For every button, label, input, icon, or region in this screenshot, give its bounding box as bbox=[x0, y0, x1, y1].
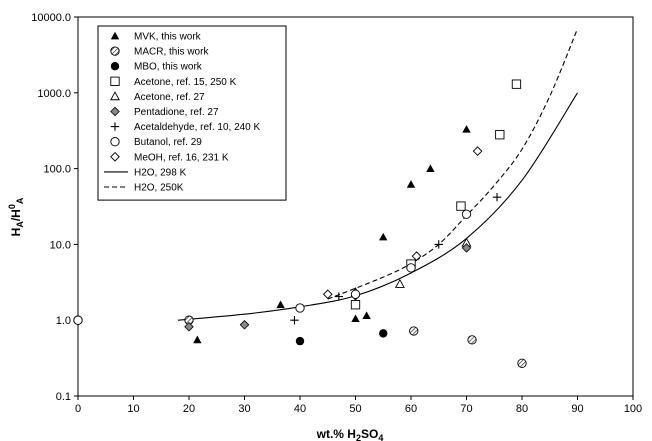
legend-entry: Butanol, ref. 29 bbox=[134, 137, 202, 148]
data-point bbox=[461, 209, 472, 219]
data-point bbox=[511, 79, 522, 89]
y-tick-label: 1000.0 bbox=[37, 88, 71, 100]
legend-entry: MBO, this work bbox=[134, 62, 203, 73]
data-point bbox=[322, 289, 333, 300]
legend-marker bbox=[110, 46, 120, 56]
data-point bbox=[184, 321, 194, 332]
x-tick-label: 0 bbox=[75, 403, 81, 415]
data-point bbox=[350, 289, 361, 299]
y-axis-title: HA/H0A bbox=[7, 197, 25, 236]
legend-box bbox=[97, 25, 287, 201]
data-point bbox=[379, 329, 388, 338]
data-point bbox=[462, 125, 471, 133]
h2o-298k-curve bbox=[177, 92, 578, 321]
x-tick-label: 50 bbox=[349, 403, 361, 415]
x-axis: 0 10 20 30 40 50 60 70 80 90 100 bbox=[75, 396, 642, 415]
legend-marker bbox=[110, 31, 120, 40]
legend-entry: Acetone, ref. 27 bbox=[134, 92, 205, 103]
data-point bbox=[406, 263, 416, 273]
data-point bbox=[406, 180, 416, 188]
data-point bbox=[290, 316, 299, 325]
legend-entry: Acetone, ref. 15, 250 K bbox=[134, 77, 237, 88]
data-point bbox=[379, 232, 388, 241]
x-tick-label: 100 bbox=[624, 403, 642, 415]
data-point bbox=[461, 243, 472, 253]
data-point bbox=[350, 300, 361, 310]
data-point bbox=[426, 164, 435, 172]
x-tick-label: 40 bbox=[294, 403, 306, 415]
data-point bbox=[467, 335, 477, 345]
x-tick-label: 90 bbox=[571, 403, 583, 415]
h2o-250k-curve bbox=[327, 28, 579, 300]
data-point bbox=[492, 192, 502, 202]
y-tick-label: 100.0 bbox=[43, 164, 71, 176]
data-point bbox=[295, 336, 305, 346]
y-tick-label: 0.1 bbox=[56, 391, 71, 403]
legend: MVK, this work MACR, this work MBO, this w… bbox=[97, 25, 287, 201]
legend-entry: Acetaldehyde, ref. 10, 240 K bbox=[134, 122, 261, 133]
data-points bbox=[73, 79, 527, 368]
legend-marker bbox=[110, 61, 120, 71]
legend-entry: Pentadione, ref. 27 bbox=[134, 107, 219, 118]
legend-entry: H2O, 250K bbox=[134, 183, 184, 194]
x-tick-label: 80 bbox=[516, 403, 528, 415]
y-axis: 0.1 1.0 10.0 100.0 1000.0 10000.0 bbox=[31, 12, 78, 403]
legend-marker bbox=[110, 106, 120, 117]
data-point bbox=[362, 311, 371, 319]
data-point bbox=[334, 292, 344, 301]
y-tick-label: 10000.0 bbox=[31, 12, 71, 24]
data-point bbox=[239, 320, 250, 330]
data-point bbox=[394, 278, 405, 288]
x-tick-label: 30 bbox=[238, 403, 250, 415]
data-point bbox=[295, 303, 305, 313]
legend-entry: H2O, 298 K bbox=[134, 167, 187, 178]
y-tick-label: 10.0 bbox=[50, 239, 71, 251]
data-point bbox=[495, 130, 505, 140]
x-tick-label: 70 bbox=[460, 403, 472, 415]
x-axis-title: wt.% H2SO4 bbox=[316, 427, 384, 441]
legend-marker bbox=[110, 91, 120, 101]
data-point bbox=[73, 315, 83, 325]
legend-entry: MeOH, ref. 16, 231 K bbox=[134, 152, 229, 163]
data-point bbox=[434, 240, 443, 249]
x-tick-label: 60 bbox=[405, 403, 417, 415]
data-point bbox=[411, 251, 422, 261]
x-tick-label: 20 bbox=[183, 403, 195, 415]
legend-marker bbox=[110, 137, 120, 147]
x-tick-label: 10 bbox=[127, 403, 139, 415]
legend-marker bbox=[110, 151, 120, 162]
data-point bbox=[193, 335, 202, 344]
legend-marker bbox=[110, 122, 120, 131]
y-tick-label: 1.0 bbox=[56, 315, 71, 327]
data-point bbox=[276, 300, 285, 309]
data-point bbox=[472, 146, 483, 156]
legend-marker bbox=[110, 76, 120, 86]
data-point bbox=[351, 314, 360, 322]
legend-entry: MVK, this work bbox=[134, 32, 202, 43]
legend-entry: MACR, this work bbox=[134, 47, 209, 58]
data-point bbox=[456, 201, 466, 211]
data-point bbox=[517, 358, 527, 368]
data-point bbox=[409, 326, 419, 336]
